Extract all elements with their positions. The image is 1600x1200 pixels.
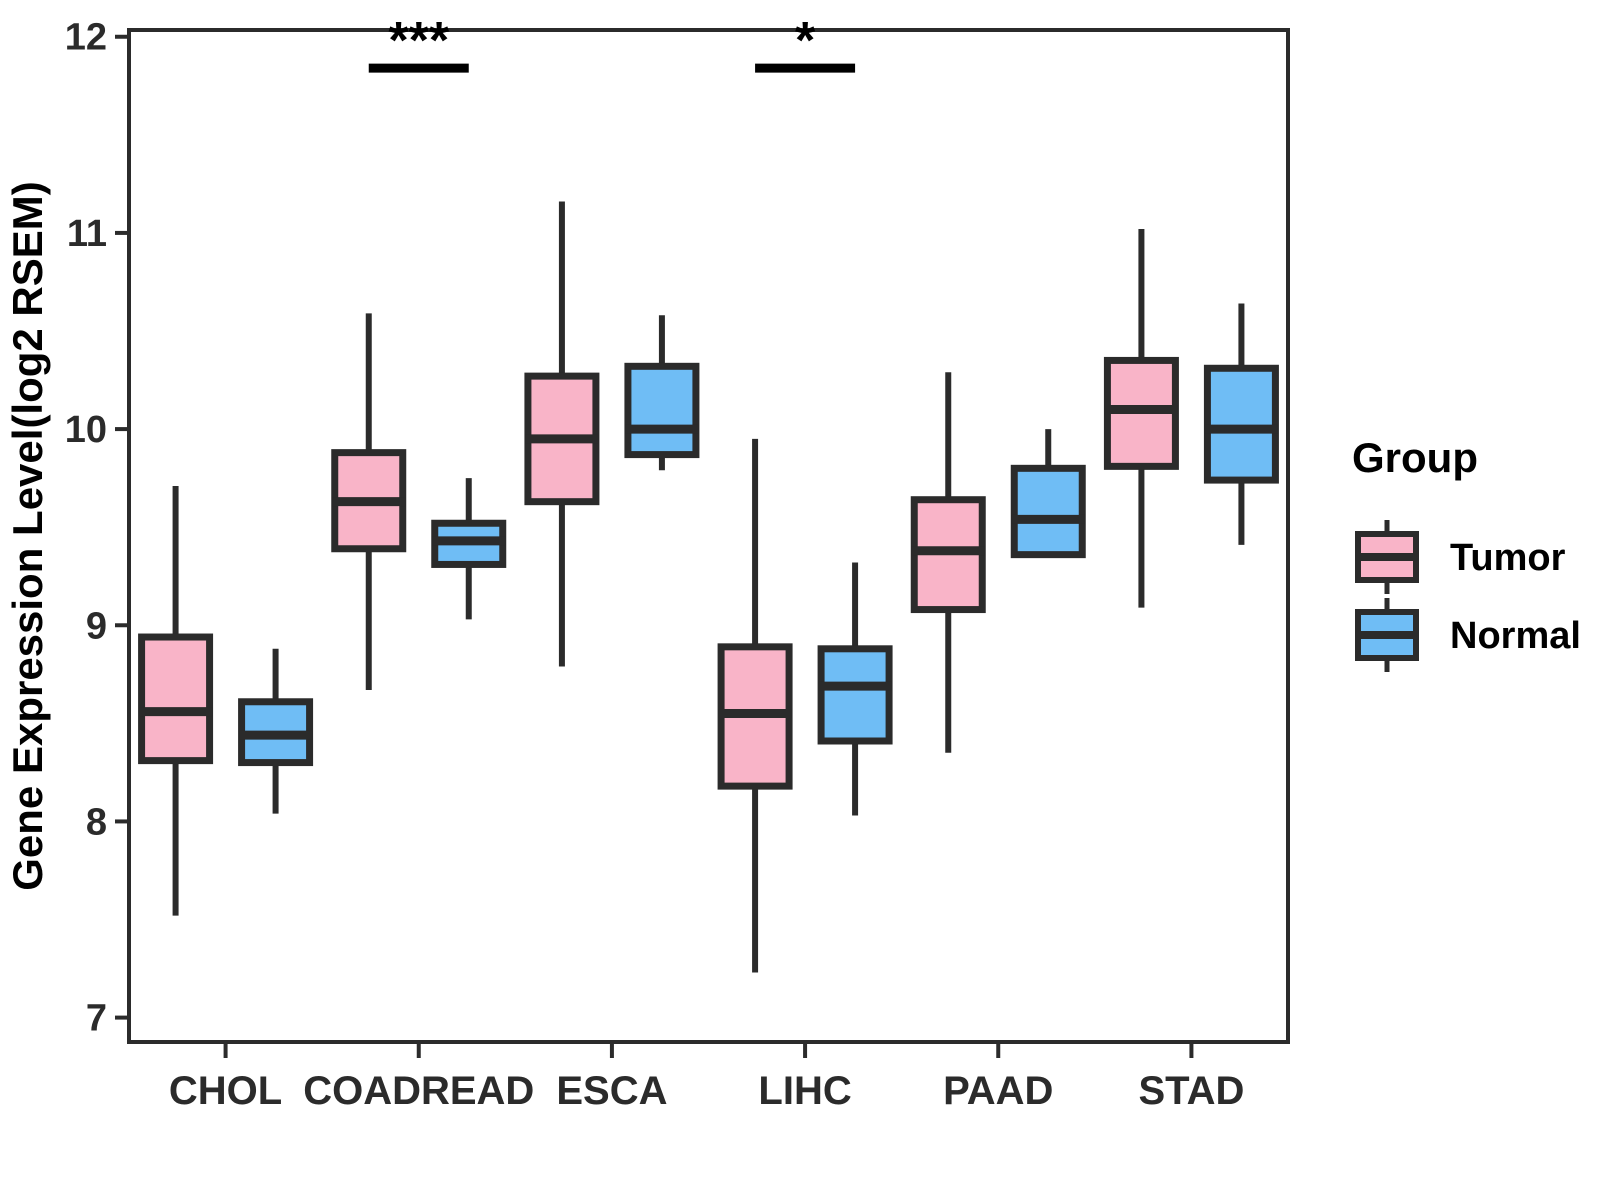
box-normal-esca[interactable] [624,315,700,471]
x-axis-tick-label: COADREAD [303,1069,534,1113]
box-normal-chol[interactable] [238,648,314,814]
box-body [817,645,893,745]
box-body [1203,364,1279,484]
box-normal-coadread[interactable] [431,478,507,620]
legend-item-label: Normal [1450,615,1581,657]
plot-panel-border [127,28,1290,1044]
x-axis-tick-label: CHOL [169,1069,282,1113]
y-axis-title: Gene Expression Level(log2 RSEM) [4,181,51,891]
legend-title: Group [1352,434,1478,481]
significance-label: *** [388,12,449,70]
y-axis-tick-label: 10 [65,409,107,451]
box-tumor-lihc[interactable] [717,438,793,973]
y-axis-tick-label: 7 [86,998,107,1040]
box-tumor-stad[interactable] [1103,228,1179,608]
x-axis-tick-label: PAAD [943,1069,1053,1113]
box-normal-lihc[interactable] [817,562,893,816]
box-tumor-esca[interactable] [524,201,600,667]
y-axis-tick-label: 8 [86,801,107,843]
significance-label: * [795,12,816,70]
y-axis-tick-label: 12 [65,17,107,59]
box-tumor-paad[interactable] [910,372,986,753]
box-normal-stad[interactable] [1203,303,1279,545]
legend-item-tumor[interactable]: Tumor [1355,520,1566,594]
x-axis-tick-label: LIHC [758,1069,851,1113]
box-tumor-coadread[interactable] [331,313,407,690]
box-tumor-chol[interactable] [138,485,214,916]
legend-item-label: Tumor [1450,537,1566,579]
x-axis-tick-label: ESCA [556,1069,667,1113]
box-body [1010,464,1086,559]
box-normal-paad[interactable] [1010,429,1086,559]
box-body [138,633,214,765]
x-axis-tick-label: STAD [1138,1069,1244,1113]
legend-item-normal[interactable]: Normal [1355,598,1581,672]
y-axis-tick-label: 11 [67,213,107,255]
y-axis-tick-label: 9 [86,605,107,647]
box-body [624,362,700,459]
